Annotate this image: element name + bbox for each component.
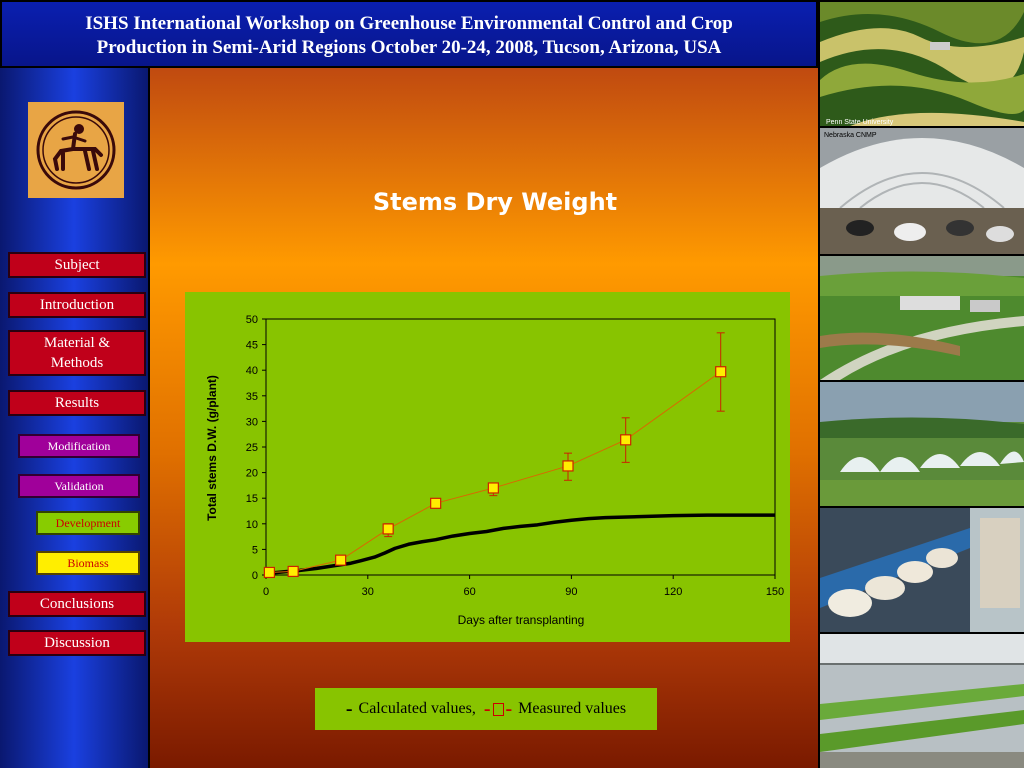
measured-point [287, 565, 299, 578]
slide-title: Stems Dry Weight [372, 188, 618, 216]
nav-validation-button[interactable]: Validation [18, 474, 140, 498]
photo-seedling-benches [820, 634, 1024, 768]
nav-introduction-label: Introduction [39, 297, 115, 313]
nav-material-methods-button[interactable]: Material & Methods [8, 330, 146, 376]
nav-results-button[interactable]: Results [8, 390, 146, 416]
plot-area-frame [265, 318, 776, 576]
nav-conclusions-button[interactable]: Conclusions [8, 591, 146, 617]
nav-conclusions-label: Conclusions [39, 596, 115, 612]
measured-point [715, 366, 727, 378]
x-tick-label: 120 [664, 586, 682, 598]
measured-point [562, 460, 574, 472]
sidebar [0, 68, 150, 768]
photo-farm-fields: Penn State University [820, 2, 1024, 126]
y-tick-label: 20 [246, 468, 258, 480]
nav-subject-label: Subject [54, 257, 100, 273]
nav-subject-button[interactable]: Subject [8, 252, 146, 278]
nav-results-label: Results [54, 395, 100, 411]
measured-point [382, 523, 394, 535]
measured-point [430, 497, 442, 509]
nav-modification-button[interactable]: Modification [18, 434, 140, 458]
photo-barn-interior: Nebraska CNMP [820, 128, 1024, 254]
calculated-legend-label: Calculated values, [358, 700, 476, 717]
photo-caption-line1: Penn State University [826, 119, 894, 126]
x-tick-label: 30 [362, 586, 374, 598]
chart-panel: Days after transplanting Total stems D.W… [185, 292, 790, 642]
header-title-line2: Production in Semi-Arid Regions October … [96, 37, 722, 58]
centaur-logo-icon [28, 102, 124, 198]
nav-discussion-label: Discussion [44, 635, 110, 651]
measured-point [487, 482, 499, 494]
y-tick-label: 30 [246, 416, 258, 428]
y-tick-label: 10 [246, 519, 258, 531]
measured-legend-marker: -- [483, 697, 513, 720]
photo-caption-line2: Nebraska CNMP [824, 132, 877, 139]
nav-introduction-button[interactable]: Introduction [8, 292, 146, 318]
y-tick-label: 15 [246, 493, 258, 505]
nav-validation-label: Validation [54, 479, 104, 493]
nav-biomass-label: Biomass [67, 556, 109, 570]
nav-material-label-line1: Material & [43, 335, 111, 351]
x-tick-label: 60 [463, 586, 475, 598]
y-tick-label: 25 [246, 442, 258, 454]
nav-development-button[interactable]: Development [36, 511, 140, 535]
nav-development-label: Development [55, 516, 121, 530]
calculated-legend-marker: - [345, 697, 353, 720]
nav-discussion-button[interactable]: Discussion [8, 630, 146, 656]
nav-biomass-button[interactable]: Biomass [36, 551, 140, 575]
y-tick-label: 40 [246, 365, 258, 377]
nav-modification-label: Modification [47, 439, 111, 453]
x-tick-label: 150 [766, 586, 784, 598]
photo-strip: Penn State University Nebraska CNMP [818, 0, 1024, 768]
measured-legend-label: Measured values [518, 700, 627, 717]
measured-series-line [269, 371, 721, 573]
y-tick-label: 50 [246, 314, 258, 326]
y-tick-label: 35 [246, 391, 258, 403]
x-tick-label: 90 [565, 586, 577, 598]
y-axis-label: Total stems D.W. (g/plant) [205, 375, 219, 521]
header-title-line1: ISHS International Workshop on Greenhous… [85, 13, 733, 34]
y-tick-label: 45 [246, 340, 258, 352]
measured-point [263, 566, 275, 579]
photo-farm-landscape [820, 256, 1024, 380]
chart-legend: - Calculated values, -- Measured values [315, 688, 657, 730]
x-axis-label: Days after transplanting [458, 613, 585, 627]
y-tick-label: 5 [252, 544, 258, 556]
measured-point [335, 554, 347, 566]
nav-material-label-line2: Methods [50, 355, 104, 371]
measured-point [620, 434, 632, 446]
photo-greenhouses [820, 382, 1024, 506]
y-tick-label: 0 [252, 570, 258, 582]
stems-dry-weight-chart: Days after transplanting Total stems D.W… [205, 314, 784, 627]
workshop-header: ISHS International Workshop on Greenhous… [0, 0, 818, 68]
photo-sheep-feeding [820, 508, 1024, 632]
x-tick-label: 0 [263, 586, 269, 598]
